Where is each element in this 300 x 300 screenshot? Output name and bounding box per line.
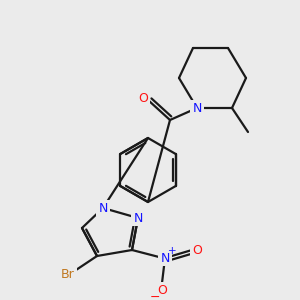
Text: N: N [192,101,202,115]
Text: Br: Br [61,268,75,281]
Text: +: + [168,246,176,256]
Text: O: O [192,244,202,256]
Text: N: N [133,212,143,224]
Text: O: O [138,92,148,104]
Text: N: N [98,202,108,214]
Text: O: O [157,284,167,296]
Text: N: N [160,251,170,265]
Text: −: − [150,290,160,300]
